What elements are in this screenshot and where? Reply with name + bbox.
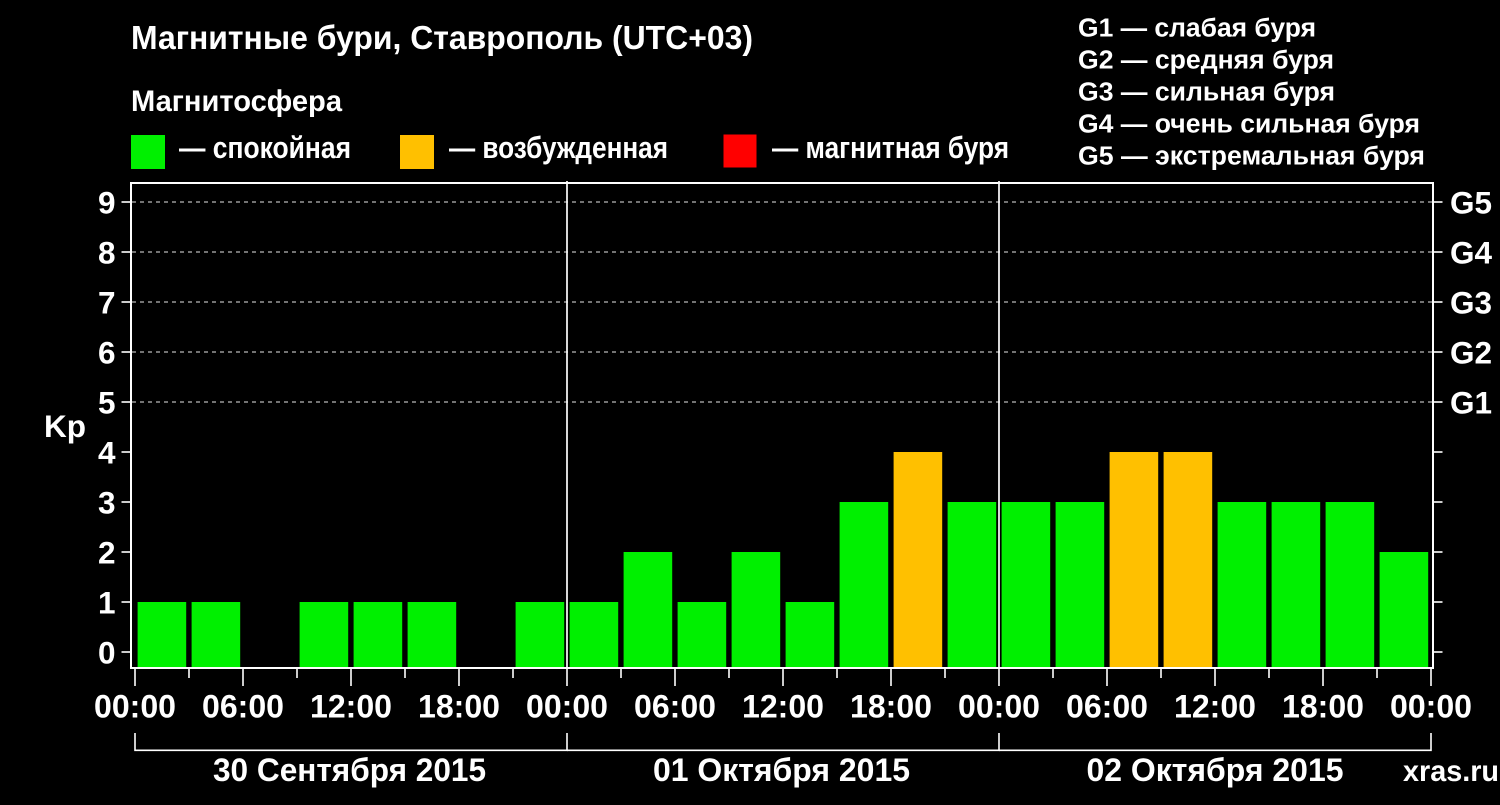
svg-text:12:00: 12:00 <box>310 688 392 724</box>
svg-text:G2: G2 <box>1450 334 1492 370</box>
svg-text:G4: G4 <box>1450 234 1493 270</box>
svg-text:12:00: 12:00 <box>742 688 824 724</box>
svg-text:30 Сентября 2015: 30 Сентября 2015 <box>213 752 486 788</box>
svg-text:06:00: 06:00 <box>1066 688 1148 724</box>
svg-text:G1: G1 <box>1450 384 1492 420</box>
svg-text:G4 — очень сильная буря: G4 — очень сильная буря <box>1078 110 1420 138</box>
svg-text:02 Октября 2015: 02 Октября 2015 <box>1087 752 1344 788</box>
svg-text:06:00: 06:00 <box>202 688 284 724</box>
svg-text:G5: G5 <box>1450 184 1492 220</box>
svg-text:7: 7 <box>98 284 116 320</box>
svg-text:G3: G3 <box>1450 284 1492 320</box>
svg-text:3: 3 <box>98 484 116 520</box>
svg-text:9: 9 <box>98 184 116 220</box>
svg-text:G3 — сильная буря: G3 — сильная буря <box>1078 78 1335 106</box>
svg-text:12:00: 12:00 <box>1174 688 1256 724</box>
svg-text:G1 — слабая буря: G1 — слабая буря <box>1078 14 1316 42</box>
svg-text:Kp: Kp <box>44 408 86 444</box>
svg-text:Магнитные бури, Ставрополь (UT: Магнитные бури, Ставрополь (UTC+03) <box>131 19 753 56</box>
svg-text:01 Октября 2015: 01 Октября 2015 <box>653 752 910 788</box>
svg-text:18:00: 18:00 <box>1282 688 1364 724</box>
svg-text:— возбужденная: — возбужденная <box>449 130 668 165</box>
svg-text:— магнитная буря: — магнитная буря <box>772 130 1009 165</box>
svg-text:00:00: 00:00 <box>958 688 1040 724</box>
svg-text:2: 2 <box>98 534 116 570</box>
svg-text:5: 5 <box>98 384 116 420</box>
svg-text:0: 0 <box>98 634 116 670</box>
svg-text:4: 4 <box>98 434 116 470</box>
svg-text:6: 6 <box>98 334 116 370</box>
svg-text:00:00: 00:00 <box>94 688 176 724</box>
svg-text:G5 — экстремальная буря: G5 — экстремальная буря <box>1078 142 1425 170</box>
svg-text:G2 — средняя буря: G2 — средняя буря <box>1078 46 1334 74</box>
svg-text:xras.ru: xras.ru <box>1403 755 1499 788</box>
svg-text:8: 8 <box>98 234 116 270</box>
svg-text:— спокойная: — спокойная <box>179 130 351 165</box>
svg-text:1: 1 <box>98 584 116 620</box>
svg-text:18:00: 18:00 <box>418 688 500 724</box>
svg-text:00:00: 00:00 <box>1390 688 1472 724</box>
svg-text:06:00: 06:00 <box>634 688 716 724</box>
svg-text:Магнитосфера: Магнитосфера <box>131 85 342 118</box>
svg-text:18:00: 18:00 <box>850 688 932 724</box>
svg-text:00:00: 00:00 <box>526 688 608 724</box>
